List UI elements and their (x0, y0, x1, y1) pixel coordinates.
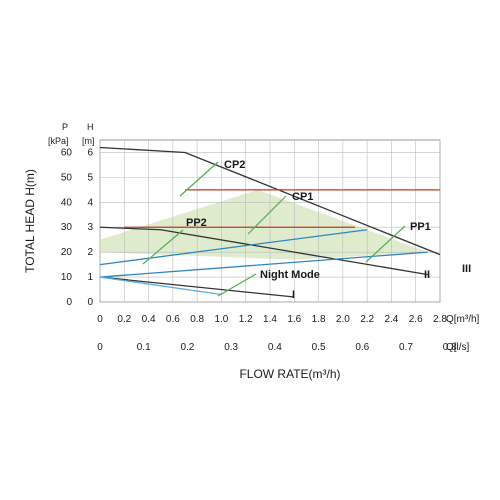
x-ls-tick-label: 0.3 (224, 342, 238, 353)
x-m3h-tick-label: 2.4 (384, 314, 398, 325)
y-head-tick-label: 1 (87, 272, 93, 283)
x-m3h-tick-label: 0 (97, 314, 103, 325)
series-line (99, 276, 222, 296)
curve-label: I (292, 289, 295, 301)
x-ls-tick-label: 0.8 (443, 342, 457, 353)
x-ls-tick-label: 0.4 (268, 342, 282, 353)
y-kpa-tick-label: 40 (61, 197, 73, 208)
curve-label: Night Mode (260, 269, 320, 281)
curve-label: CP2 (224, 159, 245, 171)
x-axis-title: FLOW RATE(m³/h) (239, 367, 340, 381)
annotation-leader-line (365, 225, 406, 263)
y-kpa-tick-label: 0 (66, 297, 72, 308)
y-head-tick-label: 3 (87, 222, 93, 233)
y-kpa-tick-label: 60 (61, 147, 73, 158)
annotation-leader-line (142, 229, 184, 265)
annotation-leader-line (179, 161, 219, 197)
y-kpa-tick-label: 10 (61, 272, 73, 283)
x-ls-tick-label: 0.2 (180, 342, 194, 353)
series-line (99, 229, 368, 266)
shaded-region (100, 189, 428, 260)
x-ls-tick-label: 0 (97, 342, 103, 353)
curve-label: CP1 (292, 191, 313, 203)
x-m3h-tick-label: 0.6 (166, 314, 180, 325)
x-m3h-tick-label: 1.2 (239, 314, 253, 325)
x-m3h-unit: Q[m³/h] (446, 314, 480, 325)
pressure-unit: [kPa] (48, 136, 69, 146)
x-m3h-tick-label: 2.8 (433, 314, 447, 325)
curve-label: II (424, 269, 430, 281)
series-line (99, 226, 428, 276)
x-m3h-tick-label: 2.2 (360, 314, 374, 325)
head-unit: [m] (82, 136, 95, 146)
x-m3h-tick-label: 0.4 (142, 314, 156, 325)
x-ls-tick-label: 0.7 (399, 342, 413, 353)
x-ls-tick-label: 0.1 (137, 342, 151, 353)
curve-label: PP1 (410, 221, 431, 233)
y-kpa-tick-label: 20 (61, 247, 73, 258)
y-head-tick-label: 2 (87, 247, 93, 258)
annotation-leader-line (217, 273, 257, 297)
x-m3h-tick-label: 0.2 (117, 314, 131, 325)
x-ls-tick-label: 0.5 (312, 342, 326, 353)
x-m3h-tick-label: 1.4 (263, 314, 277, 325)
x-m3h-tick-label: 0.8 (190, 314, 204, 325)
x-m3h-tick-label: 1.0 (214, 314, 228, 325)
x-m3h-tick-label: 1.6 (287, 314, 301, 325)
series-line (99, 251, 428, 278)
x-m3h-tick-label: 1.8 (312, 314, 326, 325)
annotation-leader-line (247, 195, 287, 235)
y-head-tick-label: 0 (87, 297, 93, 308)
y-kpa-tick-label: 30 (61, 222, 73, 233)
curve-label: III (462, 263, 471, 275)
y-axis-title: TOTAL HEAD H(m) (23, 169, 37, 273)
y-kpa-tick-label: 50 (61, 172, 73, 183)
x-m3h-tick-label: 2.6 (409, 314, 423, 325)
y-head-tick-label: 6 (87, 147, 93, 158)
head-symbol: H (87, 122, 94, 132)
x-ls-unit: Q[l/s] (446, 342, 470, 353)
curve-label: PP2 (186, 217, 207, 229)
x-ls-tick-label: 0.6 (355, 342, 369, 353)
pressure-symbol: P (62, 122, 68, 132)
x-m3h-tick-label: 2.0 (336, 314, 350, 325)
y-head-tick-label: 5 (87, 172, 93, 183)
series-line (99, 276, 295, 298)
series-line (99, 146, 441, 256)
y-head-tick-label: 4 (87, 197, 93, 208)
